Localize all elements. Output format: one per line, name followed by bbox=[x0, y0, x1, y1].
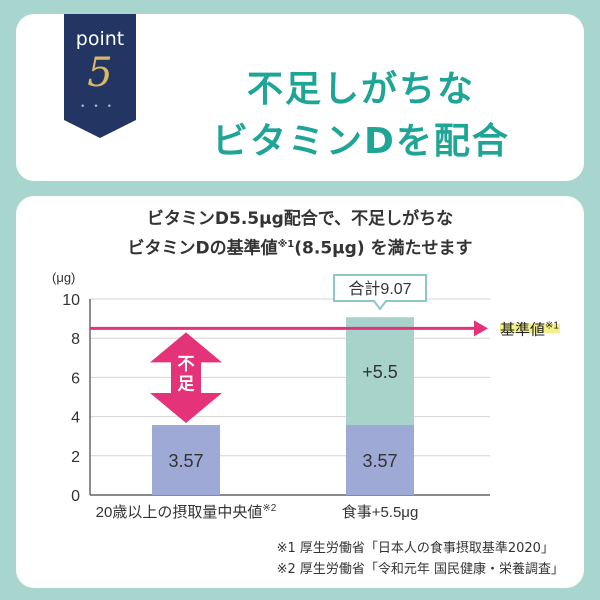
badge-dots: ••• bbox=[80, 102, 120, 112]
y-tick-label: 4 bbox=[71, 410, 80, 427]
y-tick-label: 0 bbox=[71, 488, 80, 505]
reference-label-highlight bbox=[500, 323, 560, 334]
bar-value-label: 3.57 bbox=[168, 451, 203, 471]
y-unit-label: (μg) bbox=[52, 270, 75, 285]
y-tick-label: 6 bbox=[71, 370, 80, 387]
total-callout-label: 合計9.07 bbox=[348, 280, 411, 298]
x-category-sup: ※2 bbox=[262, 503, 276, 514]
point-badge: point 5 ••• bbox=[64, 14, 136, 138]
headline-card: point 5 ••• 不足しがちな ビタミンDを配合 bbox=[16, 14, 584, 181]
bar-value-label: 3.57 bbox=[362, 451, 397, 471]
bar-chart: 0 2 4 6 8 10 (μg) 3.57 20歳以上の摂取量中央値※2 3.57 +5.5 食事+… bbox=[52, 270, 560, 521]
footnote-2: ※2 厚生労働省「令和元年 国民健康・栄養調査」 bbox=[276, 562, 564, 577]
x-category-label: 20歳以上の摂取量中央値※2 bbox=[96, 503, 277, 521]
bar-segment bbox=[346, 317, 414, 426]
chart-title-line2-a: ビタミンDの基準値 bbox=[127, 238, 278, 259]
headline: 不足しがちな ビタミンDを配合 bbox=[136, 64, 586, 168]
reference-line-arrowhead bbox=[474, 320, 488, 337]
y-tick-label: 10 bbox=[62, 292, 80, 309]
bar-segment bbox=[152, 425, 220, 495]
chart-card: ビタミンD5.5μg配合で、不足しがちな ビタミンDの基準値※1(8.5μg) … bbox=[16, 196, 584, 588]
x-category-label: 食事+5.5μg bbox=[342, 504, 419, 521]
reference-line-sup: ※1 bbox=[545, 320, 559, 331]
chart-title-line1: ビタミンD5.5μg配合で、不足しがちな bbox=[146, 209, 454, 229]
bar-segment bbox=[346, 425, 414, 495]
footnote-1: ※1 厚生労働省「日本人の食事摂取基準2020」 bbox=[276, 541, 554, 556]
bar-value-label: +5.5 bbox=[362, 362, 398, 382]
footnotes: ※1 厚生労働省「日本人の食事摂取基準2020」 ※2 厚生労働省「令和元年 国… bbox=[277, 538, 564, 580]
y-tick-label: 2 bbox=[71, 449, 80, 466]
chart-title-line2: ビタミンDの基準値※1(8.5μg) を満たせます bbox=[16, 232, 584, 262]
point-badge-number: 5 bbox=[87, 50, 113, 96]
shortfall-arrow bbox=[150, 332, 222, 424]
headline-line2: ビタミンDを配合 bbox=[212, 121, 510, 162]
point-badge-word: point bbox=[75, 28, 125, 50]
shortfall-label: 足 bbox=[178, 375, 195, 394]
headline-line1: 不足しがちな bbox=[246, 69, 475, 110]
reference-line-label: 基準値※1 bbox=[500, 320, 559, 338]
chart-title-sup: ※1 bbox=[277, 239, 295, 250]
y-tick-label: 8 bbox=[71, 331, 80, 348]
total-callout-box bbox=[333, 274, 427, 311]
shortfall-label: 不 bbox=[178, 355, 195, 374]
chart-title-line2-b: (8.5μg) を満たせます bbox=[294, 238, 473, 259]
chart-title: ビタミンD5.5μg配合で、不足しがちな ビタミンDの基準値※1(8.5μg) … bbox=[16, 206, 584, 262]
